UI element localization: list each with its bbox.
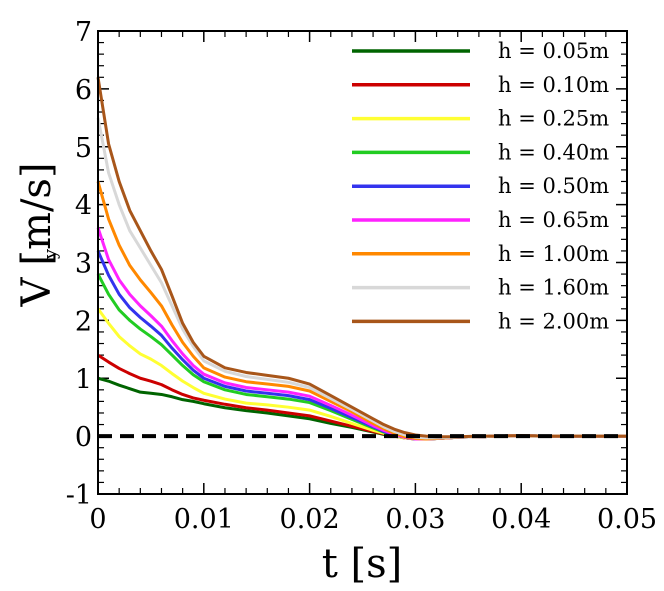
plot-frame	[97, 30, 628, 495]
y-axis-title: V y [m/s]	[14, 162, 61, 307]
y-tick-label: 1	[75, 364, 92, 395]
x-axis-title: t [s]	[322, 541, 403, 587]
y-tick-label: 4	[75, 191, 92, 222]
y-tick-label: 0	[75, 422, 92, 453]
legend: h = 0.05m h = 0.10m h = 0.25m h = 0.40m h = …	[352, 39, 609, 333]
legend-label: h = 1.60m	[498, 276, 609, 300]
series-lines	[96, 77, 627, 441]
x-tick-label: 0.03	[385, 504, 445, 535]
y-tick-label: 5	[75, 133, 92, 164]
legend-label: h = 0.65m	[498, 208, 609, 232]
legend-label: h = 0.05m	[498, 39, 609, 63]
y-tick-label: 7	[75, 17, 92, 48]
legend-label: h = 0.10m	[498, 73, 609, 97]
y-axis-title-subscript: y	[40, 248, 61, 260]
y-tick-label: 6	[75, 75, 92, 106]
y-tick-label: -1	[66, 480, 92, 511]
y-tick-label: 2	[75, 306, 92, 337]
y-axis-title-unit: [m/s]	[14, 162, 60, 265]
legend-label: h = 0.50m	[498, 174, 609, 198]
x-tick-label: 0.05	[597, 504, 657, 535]
legend-label: h = 1.00m	[498, 242, 609, 266]
x-tick-label: 0.04	[491, 504, 551, 535]
series-line-h2-00m	[96, 77, 627, 439]
legend-label: h = 2.00m	[498, 309, 609, 333]
legend-label: h = 0.25m	[498, 107, 609, 131]
x-tick-label: 0.02	[280, 504, 340, 535]
y-tick-label: 3	[75, 249, 92, 280]
x-tick-label: 0.01	[174, 504, 234, 535]
legend-label: h = 0.40m	[498, 140, 609, 164]
y-axis-title-main: V	[14, 276, 60, 307]
x-tick-label: 0	[89, 504, 106, 535]
